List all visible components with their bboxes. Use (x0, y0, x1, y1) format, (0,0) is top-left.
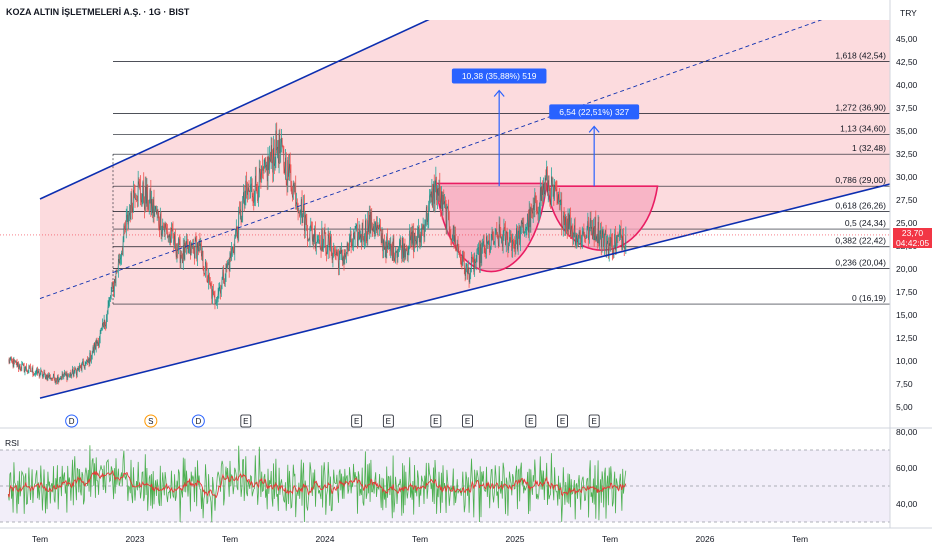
event-type-label: D (195, 417, 201, 426)
event-type-label: D (69, 417, 75, 426)
event-earnings-marker (240, 414, 252, 428)
event-dividend-marker (191, 414, 205, 428)
event-earnings-marker (462, 414, 473, 428)
event-type-label: E (560, 417, 565, 426)
price-tick-label: 7,50 (896, 379, 913, 389)
event-split-marker (144, 414, 158, 428)
time-tick-label: Tem (32, 534, 48, 544)
fib-label: 1 (32,48) (852, 143, 886, 153)
price-tag-value: 23,70 (901, 228, 924, 238)
fib-label: 1,618 (42,54) (835, 51, 886, 61)
projection-callout-text: 10,38 (35,88%) 519 (462, 71, 537, 81)
price-line (8, 130, 627, 384)
fib-label: 1,13 (34,60) (840, 124, 886, 134)
fib-label: 0,236 (20,04) (835, 258, 886, 268)
channel-mid (39, 20, 823, 299)
rsi-label: RSI (5, 438, 20, 448)
event-type-label: E (465, 417, 470, 426)
fib-label: 0,786 (29,00) (835, 175, 886, 185)
event-type-label: E (433, 417, 438, 426)
event-earnings-marker (430, 414, 442, 428)
projection-arrowhead (588, 125, 600, 133)
fib-label: 0,382 (22,42) (835, 236, 886, 246)
time-tick-label: Tem (792, 534, 808, 544)
price-tick-label: 40,00 (896, 80, 918, 90)
fib-label: 0,5 (24,34) (845, 218, 886, 228)
projection-callout-text: 6,54 (22,51%) 327 (559, 107, 629, 117)
fib-label: 0 (16,19) (852, 293, 886, 303)
event-earnings-marker (588, 414, 600, 428)
time-tick-label: Tem (412, 534, 428, 544)
time-tick-label: 2024 (316, 534, 335, 544)
event-type-label: S (148, 417, 153, 426)
event-earnings-marker (382, 414, 394, 428)
currency-label: TRY (900, 8, 917, 18)
event-earnings-marker (557, 414, 568, 428)
price-tick-label: 27,50 (896, 195, 918, 205)
time-tick-label: 2025 (506, 534, 525, 544)
cup-1 (434, 182, 548, 273)
rsi-ma-line (7, 469, 627, 499)
price-tick-label: 30,00 (896, 172, 918, 182)
chart-title: KOZA ALTIN İŞLETMELERİ A.Ş. · 1G · BIST (6, 7, 190, 17)
event-earnings-marker (351, 414, 363, 428)
price-tick-label: 12,50 (896, 333, 918, 343)
projection-callout (451, 68, 547, 84)
event-earnings-marker (525, 414, 537, 428)
event-type-label: E (354, 417, 359, 426)
channel-lower (39, 183, 890, 399)
fib-label: 1,272 (36,90) (835, 103, 886, 113)
rsi-tick-label: 80,00 (896, 427, 918, 437)
event-type-label: E (386, 417, 391, 426)
projection-callout (549, 104, 640, 120)
price-tick-label: 20,00 (896, 264, 918, 274)
price-tick-label: 17,50 (896, 287, 918, 297)
rsi-tick-label: 40,00 (896, 499, 918, 509)
event-type-label: E (528, 417, 533, 426)
time-tick-label: 2023 (126, 534, 145, 544)
price-tick-label: 37,50 (896, 103, 918, 113)
time-tick-label: 2026 (696, 534, 715, 544)
event-type-label: E (243, 417, 248, 426)
time-tick-label: Tem (222, 534, 238, 544)
price-tick-label: 10,00 (896, 356, 918, 366)
projection-arrowhead (493, 89, 505, 97)
price-tick-label: 45,00 (896, 34, 918, 44)
price-tick-label: 42,50 (896, 57, 918, 67)
channel-upper (39, 20, 430, 200)
price-tag-countdown: 04:42:05 (895, 238, 930, 248)
price-tick-label: 15,00 (896, 310, 918, 320)
time-tick-label: Tem (602, 534, 618, 544)
fib-label: 0,618 (26,26) (835, 200, 886, 210)
price-tag: 23,70 04:42:05 (893, 228, 932, 248)
event-dividend-marker (65, 414, 79, 428)
price-tick-label: 35,00 (896, 126, 918, 136)
event-type-label: E (591, 417, 596, 426)
price-tick-label: 25,00 (896, 218, 918, 228)
price-tick-label: 32,50 (896, 149, 918, 159)
rsi-tick-label: 60,00 (896, 463, 918, 473)
price-tick-label: 5,00 (896, 402, 913, 412)
